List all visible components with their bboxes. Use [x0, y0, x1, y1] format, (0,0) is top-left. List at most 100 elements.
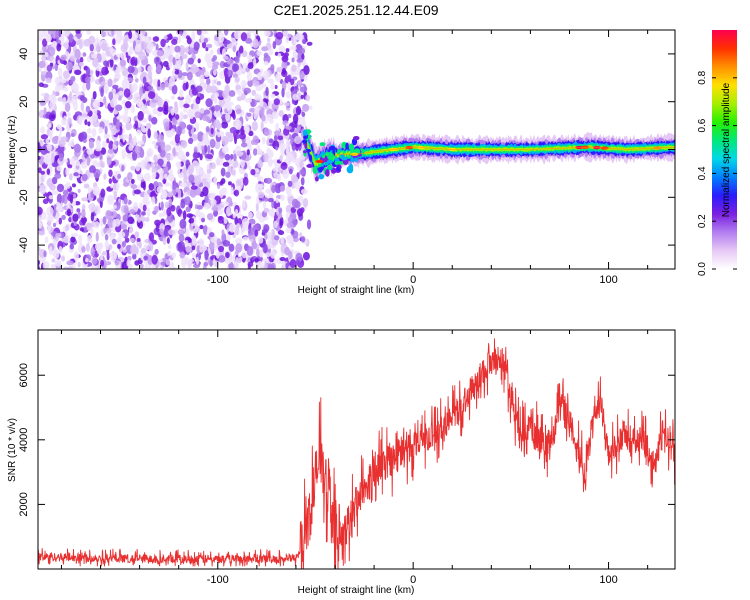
noise-speckle [71, 233, 79, 238]
noise-speckle [308, 105, 313, 110]
noise-speckle [185, 61, 189, 72]
noise-speckle [285, 125, 292, 130]
y-tick-label: 4000 [18, 428, 30, 452]
signal-blob [325, 169, 330, 177]
noise-speckle [65, 224, 69, 232]
colorbar-tick-label: 0.6 [697, 118, 708, 132]
noise-speckle [101, 163, 105, 168]
noise-speckle [279, 185, 286, 192]
noise-speckle [266, 113, 273, 122]
signal-blob [341, 156, 348, 161]
noise-speckle [179, 111, 184, 121]
noise-speckle [232, 63, 238, 73]
noise-speckle [282, 260, 286, 268]
snr-panel: -100 0 100 2000 4000 6000 Height of straight … [7, 329, 676, 596]
noise-speckle [193, 41, 200, 51]
noise-speckle [266, 147, 271, 155]
noise-speckle [133, 189, 141, 195]
noise-speckle [38, 206, 43, 216]
noise-speckle [225, 251, 230, 259]
noise-speckle [294, 200, 301, 209]
noise-speckle [244, 98, 253, 103]
noise-speckle [291, 157, 296, 163]
noise-speckle [251, 241, 258, 250]
noise-speckle [106, 156, 112, 166]
noise-speckle [157, 106, 164, 112]
noise-speckle [211, 206, 219, 212]
signal-blob [345, 142, 349, 150]
noise-speckle [170, 108, 175, 116]
noise-speckle [183, 47, 190, 53]
noise-speckle [232, 159, 239, 169]
noise-speckle [177, 229, 185, 236]
noise-speckle [61, 255, 66, 262]
noise-speckle [86, 30, 92, 36]
noise-speckle [246, 245, 254, 256]
noise-speckle [136, 238, 141, 243]
noise-speckle [105, 119, 110, 128]
noise-speckle [160, 83, 166, 91]
noise-speckle [137, 65, 142, 74]
signal-blob [348, 143, 355, 151]
noise-speckle [175, 53, 180, 60]
noise-speckle [66, 111, 71, 118]
noise-speckle [56, 84, 64, 90]
noise-speckle [277, 174, 282, 182]
noise-speckle [270, 83, 276, 90]
noise-speckle [251, 121, 258, 132]
colorbar-tick-label: 0.2 [697, 214, 708, 228]
noise-speckle [180, 200, 186, 209]
noise-speckle [47, 221, 52, 232]
noise-speckle [274, 183, 282, 194]
spectrogram-heatmap [38, 30, 675, 269]
spectrogram-y-label: Frequency (Hz) [7, 116, 18, 185]
noise-speckle [241, 251, 247, 259]
noise-speckle [182, 210, 187, 221]
noise-speckle [192, 134, 198, 139]
noise-speckle [112, 84, 119, 89]
noise-speckle [157, 168, 164, 175]
noise-speckle [59, 126, 63, 135]
noise-speckle [68, 91, 73, 101]
noise-speckle [195, 256, 200, 265]
noise-speckle [285, 91, 291, 99]
noise-speckle [211, 64, 219, 70]
noise-speckle [207, 144, 211, 154]
noise-speckle [257, 191, 265, 199]
signal-blob [307, 134, 312, 140]
noise-speckle [121, 113, 128, 121]
noise-speckle [189, 217, 195, 224]
noise-speckle [163, 35, 168, 40]
signal-blob [334, 160, 341, 166]
noise-speckle [127, 172, 133, 181]
noise-speckle [139, 32, 143, 41]
noise-speckle [40, 145, 48, 155]
noise-speckle [289, 78, 295, 86]
noise-speckle [170, 95, 175, 100]
noise-speckle [86, 156, 91, 166]
noise-speckle [157, 158, 164, 167]
noise-speckle [268, 264, 275, 269]
noise-speckle [111, 238, 117, 245]
noise-speckle [94, 204, 101, 215]
x-tick-label: 0 [410, 574, 416, 586]
noise-speckle [247, 55, 253, 60]
x-tick-label: -100 [207, 274, 229, 286]
noise-speckle [278, 110, 284, 117]
noise-speckle [158, 212, 164, 217]
noise-speckle [286, 222, 294, 229]
noise-speckle [154, 248, 159, 255]
noise-speckle [263, 70, 270, 81]
noise-speckle [281, 68, 287, 75]
noise-speckle [202, 186, 209, 197]
noise-speckle [45, 138, 50, 145]
noise-speckle [183, 103, 190, 109]
noise-speckle [70, 236, 76, 243]
noise-speckle [100, 86, 104, 98]
noise-speckle [282, 30, 289, 37]
signal-blob [301, 139, 308, 144]
noise-speckle [235, 108, 242, 114]
noise-speckle [58, 30, 62, 38]
noise-speckle [296, 80, 303, 86]
noise-speckle [56, 183, 65, 193]
